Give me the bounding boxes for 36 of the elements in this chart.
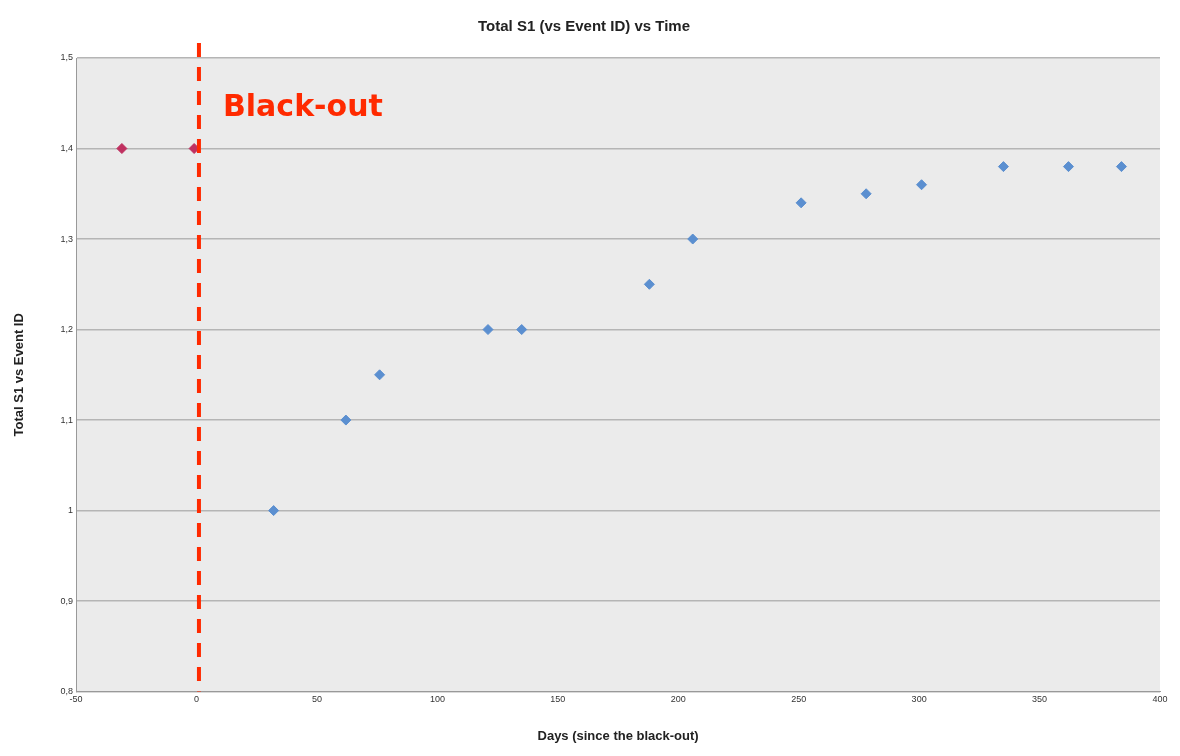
x-tick-label: 0 <box>194 694 200 705</box>
point <box>516 324 528 336</box>
point <box>268 505 280 517</box>
x-axis-title: Days (since the black-out) <box>537 727 699 743</box>
point <box>795 197 807 209</box>
point <box>374 369 386 381</box>
x-tick-label: 200 <box>670 694 686 705</box>
x-tick-label: 250 <box>791 694 807 705</box>
point <box>997 161 1009 173</box>
y-tick-label: 1,2 <box>60 324 74 335</box>
ref-line-label: Black-out <box>222 87 383 123</box>
x-tick-label: 400 <box>1152 694 1168 705</box>
y-tick-label: 1,3 <box>60 233 74 244</box>
x-tick-label: 300 <box>911 694 927 705</box>
point <box>643 278 655 290</box>
point <box>340 414 352 426</box>
y-tick-label: 1 <box>68 505 74 516</box>
x-tick-label: 150 <box>550 694 566 705</box>
point <box>687 233 699 245</box>
x-tick-label: 350 <box>1032 694 1048 705</box>
y-tick-label: 0,8 <box>60 686 74 697</box>
y-axis-title: Total S1 vs Event ID <box>11 313 27 437</box>
y-tick-label: 0,9 <box>60 595 74 606</box>
y-tick-label: 1,1 <box>60 414 74 425</box>
point <box>1062 161 1074 173</box>
point <box>860 188 872 200</box>
point <box>1115 161 1127 173</box>
chart-title: Total S1 (vs Event ID) vs Time <box>477 17 691 35</box>
x-tick-label: 50 <box>311 694 322 705</box>
x-tick-label: 100 <box>429 694 445 705</box>
y-tick-label: 1,5 <box>60 52 74 63</box>
point <box>482 324 494 336</box>
y-tick-label: 1,4 <box>60 143 74 153</box>
x-tick-label: -50 <box>69 694 83 705</box>
point <box>916 179 928 191</box>
point <box>116 143 128 155</box>
